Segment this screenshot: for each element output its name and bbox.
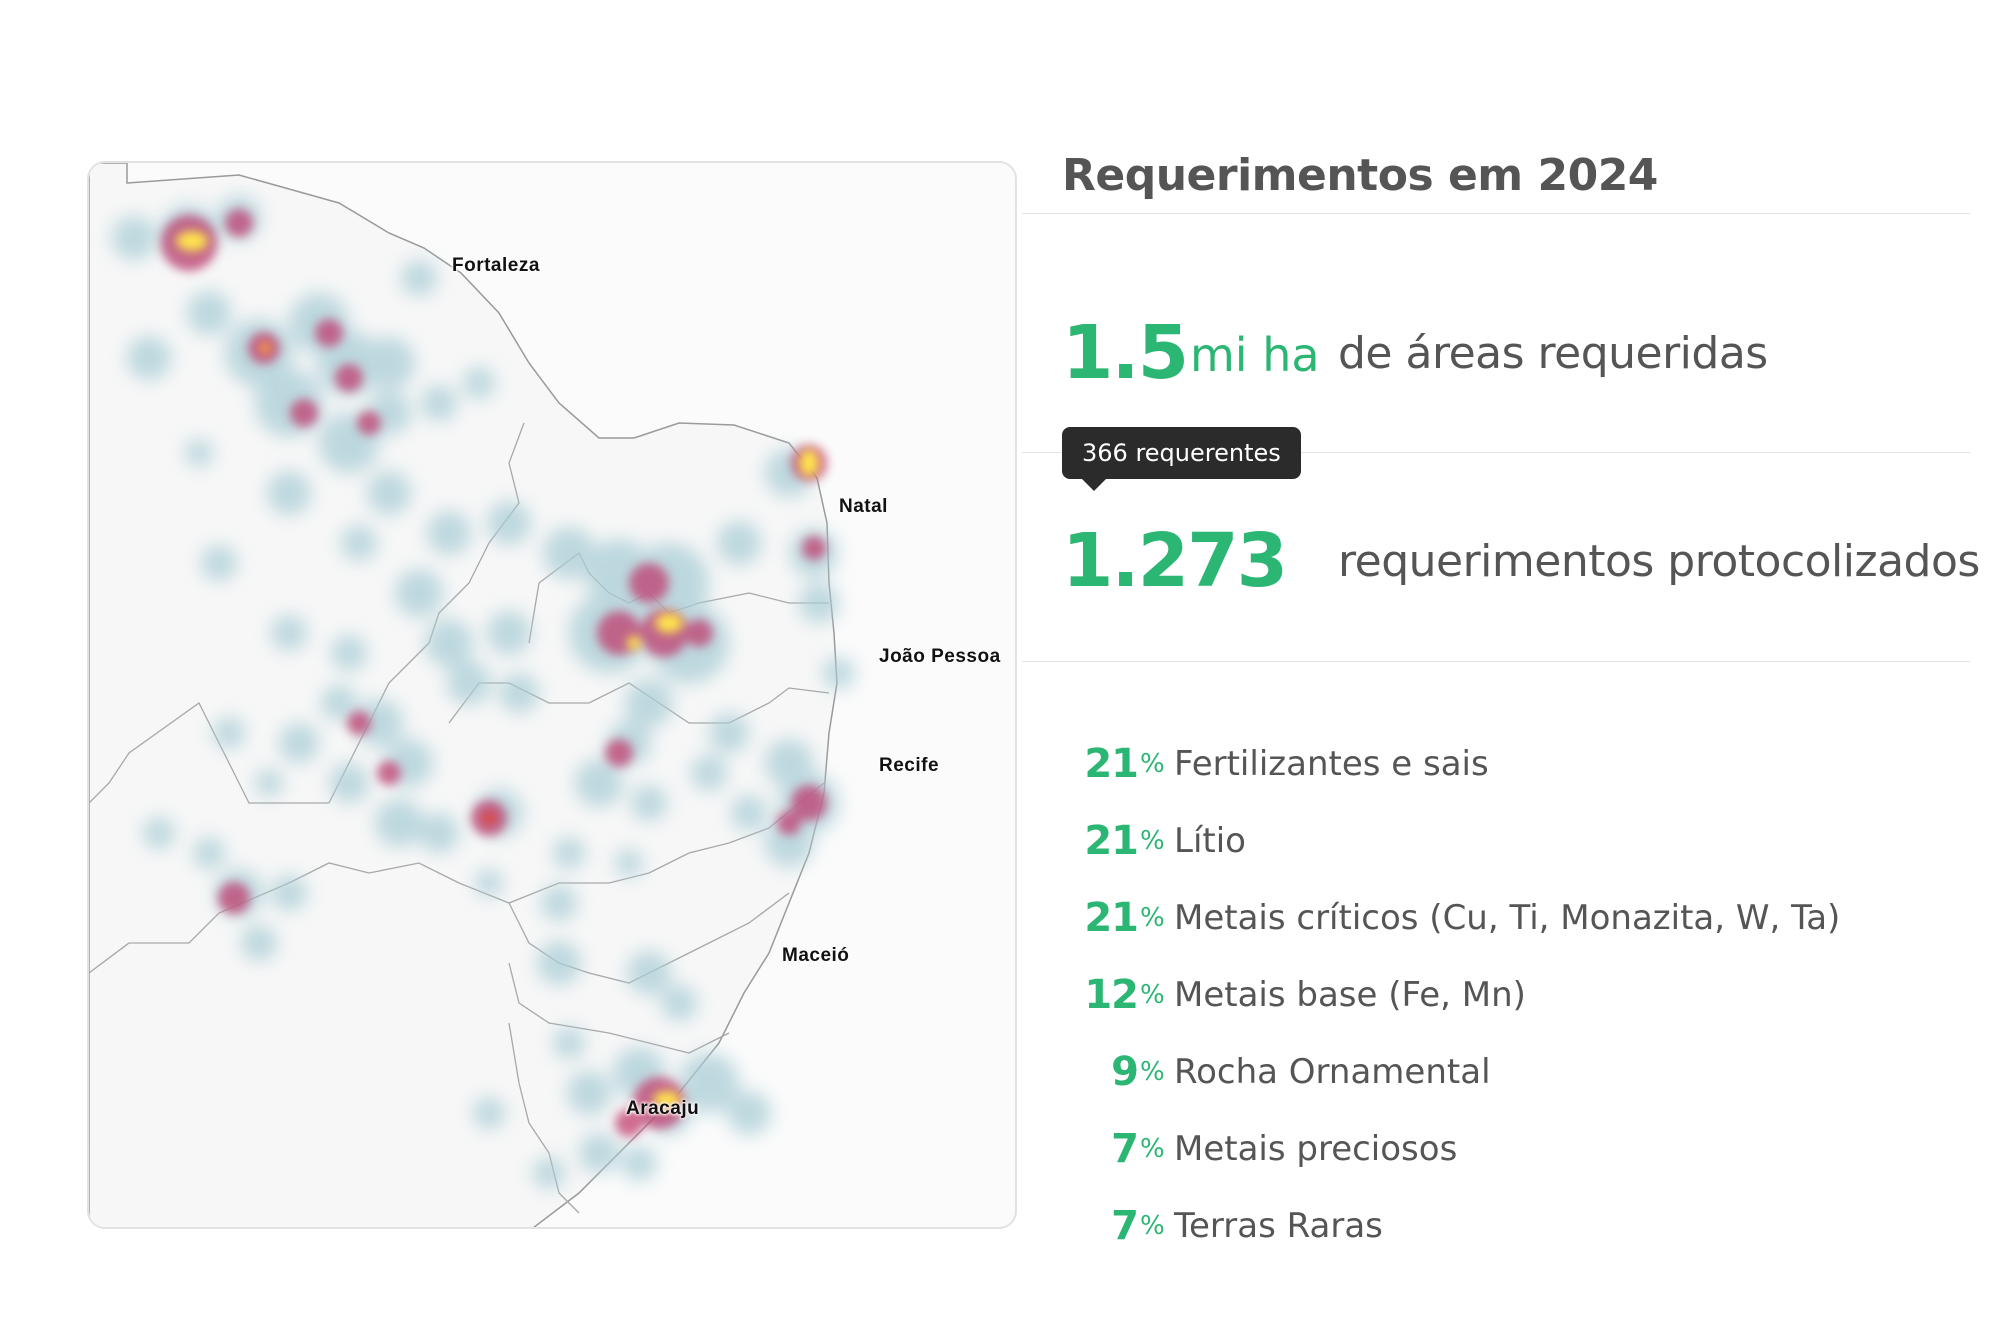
category-percent: 7 <box>1111 1125 1139 1172</box>
category-percent: 12 <box>1084 971 1139 1018</box>
category-label: Lítio <box>1174 820 1246 861</box>
category-percent: 21 <box>1084 740 1139 787</box>
percent-symbol: % <box>1140 1210 1165 1241</box>
category-label: Rocha Ornamental <box>1174 1051 1491 1092</box>
divider <box>1022 213 1970 214</box>
city-label-recife: Recife <box>879 755 940 776</box>
category-row: 21 % Lítio <box>1062 802 1840 879</box>
category-label: Metais preciosos <box>1174 1128 1458 1169</box>
category-percent: 21 <box>1084 894 1139 941</box>
percent-symbol: % <box>1140 902 1165 933</box>
category-row: 7 % Metais preciosos <box>1062 1110 1840 1187</box>
percent-symbol: % <box>1140 979 1165 1010</box>
percent-symbol: % <box>1140 1056 1165 1087</box>
category-row: 21 % Metais críticos (Cu, Ti, Monazita, … <box>1062 879 1840 956</box>
category-percent: 9 <box>1111 1048 1139 1095</box>
requests-label: requerimentos protocolizados <box>1338 536 1980 587</box>
category-row: 9 % Rocha Ornamental <box>1062 1033 1840 1110</box>
category-label: Fertilizantes e sais <box>1174 743 1489 784</box>
state-borders <box>89 422 830 1214</box>
stats-title: Requerimentos em 2024 <box>1062 150 1658 201</box>
area-label: de áreas requeridas <box>1338 328 1768 379</box>
category-label: Metais críticos (Cu, Ti, Monazita, W, Ta… <box>1174 897 1841 938</box>
divider <box>1022 661 1970 662</box>
percent-symbol: % <box>1140 1133 1165 1164</box>
category-row: 21 % Fertilizantes e sais <box>1062 725 1840 802</box>
heatmap-panel[interactable]: Fortaleza Natal João Pessoa Recife Macei… <box>87 161 1017 1229</box>
category-list: 21 % Fertilizantes e sais 21 % Lítio 21 … <box>1062 725 1840 1264</box>
category-label: Terras Raras <box>1174 1205 1383 1246</box>
heatmap-svg <box>89 163 855 1227</box>
city-label-joao-pessoa: João Pessoa <box>879 646 1001 667</box>
category-row: 12 % Metais base (Fe, Mn) <box>1062 956 1840 1033</box>
requests-value: 1.273 <box>1062 518 1288 604</box>
category-percent: 7 <box>1111 1202 1139 1249</box>
area-value: 1.5 <box>1062 310 1189 396</box>
heat-high-layer <box>176 231 819 1109</box>
category-percent: 21 <box>1084 817 1139 864</box>
percent-symbol: % <box>1140 748 1165 779</box>
city-label-fortaleza: Fortaleza <box>452 255 540 276</box>
area-unit: mi ha <box>1190 328 1320 382</box>
category-row: 7 % Terras Raras <box>1062 1187 1840 1264</box>
divider <box>1022 452 1970 453</box>
city-label-natal: Natal <box>839 496 888 517</box>
category-label: Metais base (Fe, Mn) <box>1174 974 1526 1015</box>
percent-symbol: % <box>1140 825 1165 856</box>
city-label-aracaju: Aracaju <box>626 1098 700 1119</box>
requesters-tooltip: 366 requerentes <box>1062 427 1301 491</box>
heat-mid-layer <box>161 209 827 1137</box>
city-label-maceio: Maceió <box>782 945 850 966</box>
